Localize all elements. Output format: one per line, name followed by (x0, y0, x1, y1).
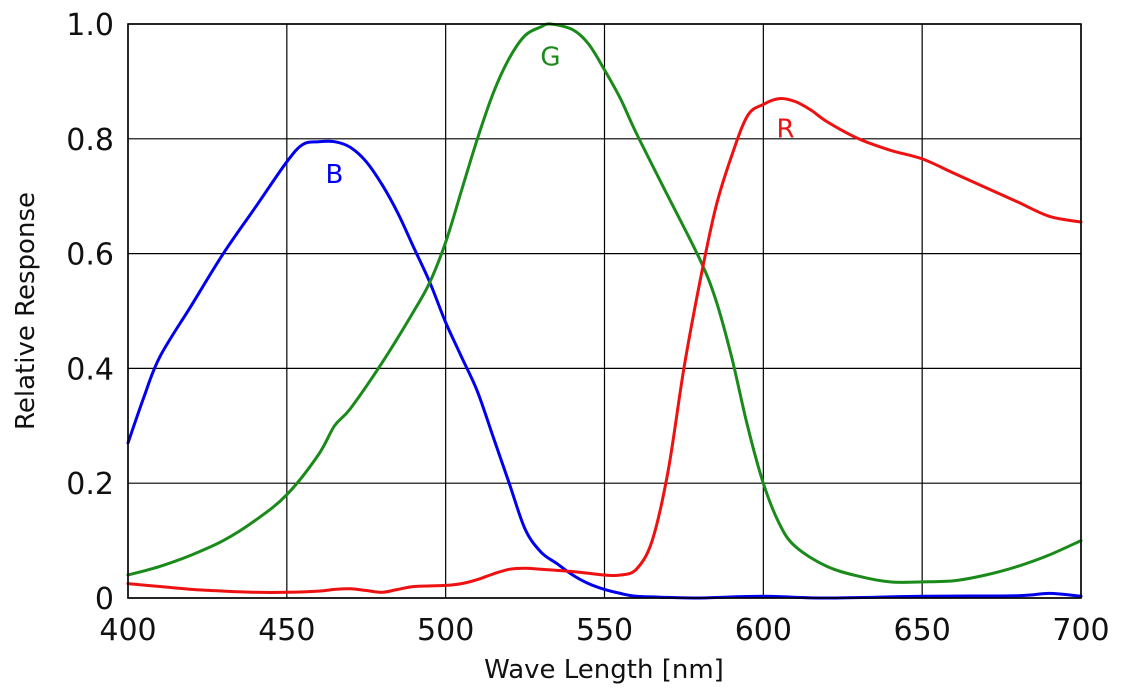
y-tick-label: 0.4 (66, 352, 114, 387)
x-axis-title: Wave Length [nm] (484, 655, 724, 685)
x-tick-label: 600 (735, 613, 792, 648)
y-axis-tick-labels: 0 0.2 0.4 0.6 0.8 1.0 (66, 8, 114, 617)
y-tick-label: 0.8 (66, 123, 114, 158)
x-tick-label: 500 (417, 613, 474, 648)
series-label-b: B (326, 160, 344, 190)
y-axis-title: Relative Response (11, 192, 41, 430)
series-line-g (126, 22, 1083, 584)
series-label-g: G (540, 43, 560, 73)
x-tick-label: 550 (576, 613, 633, 648)
x-tick-label: 700 (1052, 613, 1109, 648)
x-tick-label: 450 (258, 613, 315, 648)
y-tick-label: 1.0 (66, 8, 114, 43)
x-axis-tick-labels: 400 450 500 550 600 650 700 (99, 613, 1109, 648)
x-tick-label: 400 (99, 613, 156, 648)
series-label-r: R (777, 114, 795, 144)
plot-frame (127, 23, 1082, 599)
series-labels: B G R (326, 43, 795, 191)
series-line-r (126, 97, 1083, 594)
y-tick-label: 0.6 (66, 238, 114, 273)
y-tick-label: 0 (95, 582, 114, 617)
y-tick-label: 0.2 (66, 467, 114, 502)
x-tick-label: 650 (894, 613, 951, 648)
